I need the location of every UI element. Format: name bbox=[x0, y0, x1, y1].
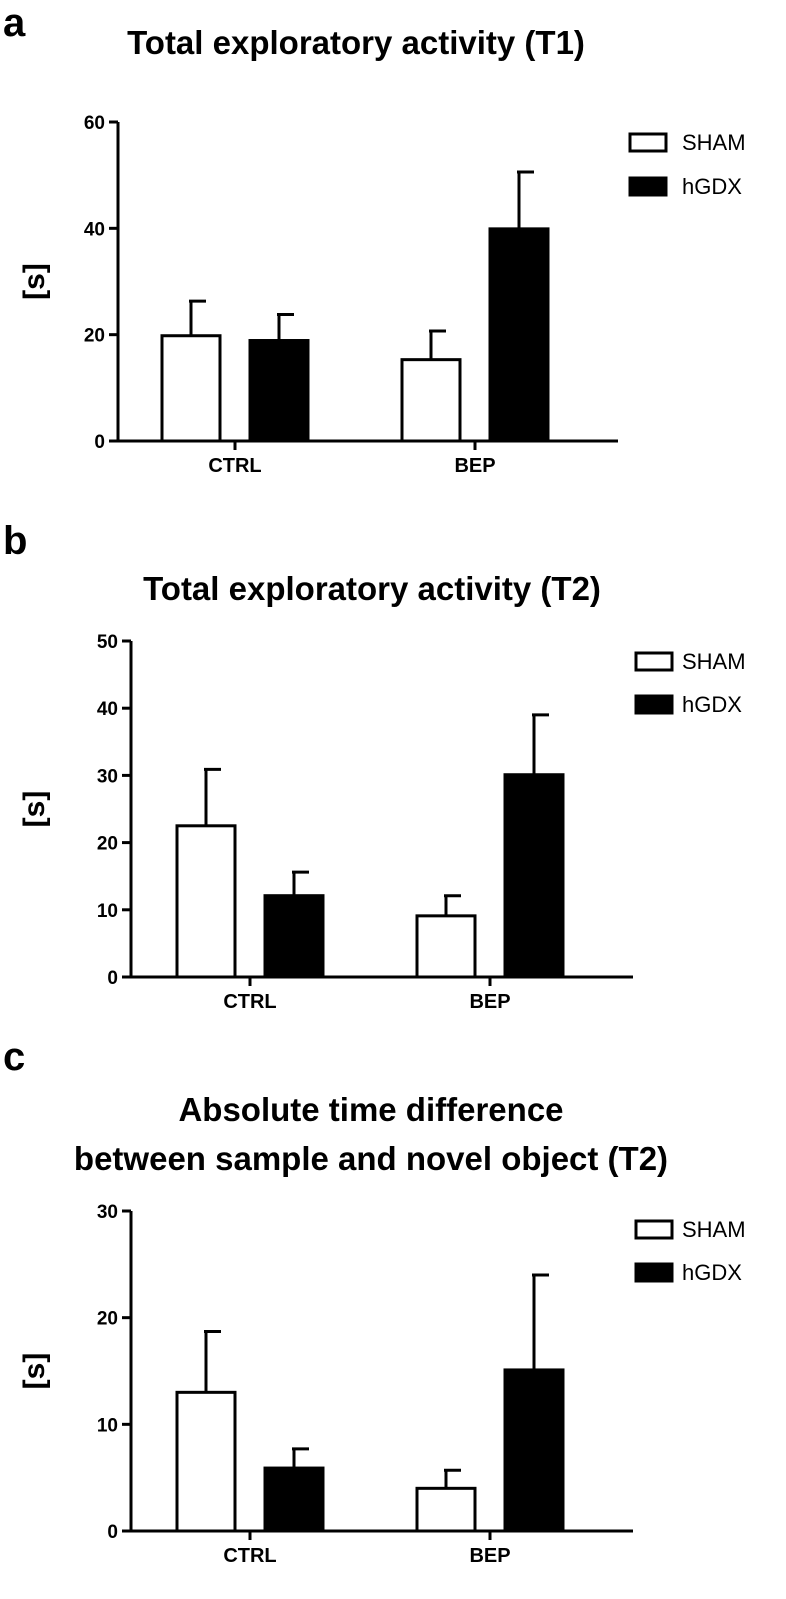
legend-swatch-b-sham bbox=[634, 651, 674, 672]
chart-title-b-line-1: Total exploratory activity (T2) bbox=[143, 570, 601, 607]
bar-c-bep-sham bbox=[415, 1486, 477, 1533]
bar-c-bep-hgdx bbox=[503, 1368, 565, 1533]
y-tick-label-b-0: 0 bbox=[107, 968, 118, 989]
bar-a-bep-hgdx bbox=[488, 227, 550, 443]
y-axis-label-a: [s] bbox=[18, 263, 51, 300]
y-tick-label-b-50: 50 bbox=[97, 632, 118, 653]
chart-panel-b: b Total exploratory activity (T2) [s] 0 10 20… bbox=[3, 519, 746, 1013]
panel-letter-b: b bbox=[3, 519, 27, 563]
bar-a-ctrl-hgdx bbox=[248, 339, 310, 443]
legend-label-b-hgdx: hGDX bbox=[682, 692, 742, 717]
y-tick-label-b-20: 20 bbox=[97, 834, 118, 855]
bar-a-ctrl-sham bbox=[160, 334, 222, 443]
y-tick-label-a-20: 20 bbox=[84, 326, 105, 347]
bar-b-bep-hgdx bbox=[503, 773, 565, 979]
x-tick-label-b-ctrl: CTRL bbox=[223, 991, 276, 1013]
y-axis-label-c: [s] bbox=[18, 1353, 51, 1390]
x-tick-label-a-ctrl: CTRL bbox=[208, 455, 261, 477]
panel-letter-c: c bbox=[3, 1035, 25, 1079]
y-tick-label-b-10: 10 bbox=[97, 901, 118, 922]
chart-title-a-line-1: Total exploratory activity (T1) bbox=[127, 24, 585, 61]
bar-b-ctrl-sham bbox=[175, 824, 237, 979]
y-tick-label-b-30: 30 bbox=[97, 766, 118, 787]
y-tick-label-c-10: 10 bbox=[97, 1415, 118, 1436]
panel-letter-a: a bbox=[3, 1, 26, 45]
chart-panel-a: a Total exploratory activity (T1) [s] 0 20 40… bbox=[3, 1, 746, 477]
y-tick-label-a-60: 60 bbox=[84, 113, 105, 134]
x-tick-label-c-bep: BEP bbox=[469, 1545, 510, 1567]
x-tick-label-b-bep: BEP bbox=[469, 991, 510, 1013]
legend-label-a-sham: SHAM bbox=[682, 130, 746, 155]
y-tick-label-c-30: 30 bbox=[97, 1202, 118, 1223]
legend-label-b-sham: SHAM bbox=[682, 649, 746, 674]
y-tick-label-c-0: 0 bbox=[107, 1522, 118, 1543]
chart-title-c-line-1: Absolute time difference bbox=[178, 1091, 563, 1128]
bar-c-ctrl-sham bbox=[175, 1390, 237, 1533]
legend-label-a-hgdx: hGDX bbox=[682, 174, 742, 199]
bar-a-bep-sham bbox=[400, 358, 462, 443]
bar-c-ctrl-hgdx bbox=[263, 1466, 325, 1533]
legend-swatch-c-hgdx bbox=[634, 1262, 674, 1283]
chart-panel-c: c Absolute time difference between sample … bbox=[3, 1035, 746, 1567]
legend-swatch-a-hgdx bbox=[628, 176, 668, 197]
bar-b-ctrl-hgdx bbox=[263, 894, 325, 979]
x-tick-label-a-bep: BEP bbox=[454, 455, 495, 477]
legend-label-c-hgdx: hGDX bbox=[682, 1260, 742, 1285]
y-tick-label-c-20: 20 bbox=[97, 1309, 118, 1330]
y-tick-label-b-40: 40 bbox=[97, 699, 118, 720]
y-tick-label-a-40: 40 bbox=[84, 219, 105, 240]
bar-b-bep-sham bbox=[415, 914, 477, 979]
x-tick-label-c-ctrl: CTRL bbox=[223, 1545, 276, 1567]
legend-swatch-b-hgdx bbox=[634, 694, 674, 715]
legend-swatch-c-sham bbox=[634, 1219, 674, 1240]
legend-swatch-a-sham bbox=[628, 132, 668, 153]
legend-label-c-sham: SHAM bbox=[682, 1217, 746, 1242]
chart-title-c-line-2: between sample and novel object (T2) bbox=[74, 1140, 668, 1177]
y-axis-label-b: [s] bbox=[18, 791, 51, 828]
y-tick-label-a-0: 0 bbox=[94, 432, 105, 453]
